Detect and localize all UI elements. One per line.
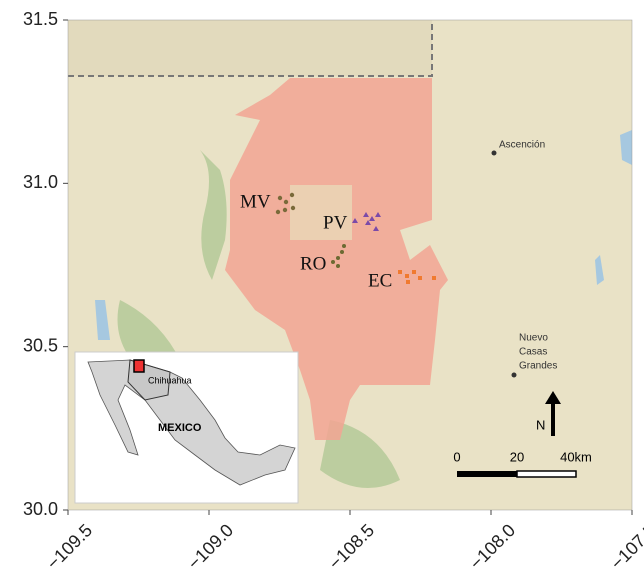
map-figure: MV PV RO EC Ascención Nuevo Casas Grande… (0, 0, 644, 581)
y-tick-label: 31.5 (23, 9, 58, 29)
scale-segment (517, 471, 576, 477)
place-label: Nuevo (519, 333, 548, 344)
city-dot (512, 373, 517, 378)
x-tick-label: −109.0 (184, 520, 237, 573)
site-label: EC (368, 270, 392, 291)
place-label: Grandes (519, 361, 557, 372)
scale-segment (457, 471, 517, 477)
study-locator (134, 360, 144, 372)
y-tick-label: 30.5 (23, 335, 58, 355)
north-label: N (536, 417, 545, 432)
y-tick-label: 30.0 (23, 499, 58, 519)
scale-label: 40km (560, 449, 592, 464)
y-tick-label: 31.0 (23, 172, 58, 192)
state-label: Chihuahua (148, 375, 192, 385)
x-tick-label: −108.0 (466, 520, 519, 573)
x-tick-label: −107.5 (607, 520, 644, 573)
place-label: Casas (519, 347, 547, 358)
us-area (68, 20, 432, 76)
scale-label: 0 (453, 449, 460, 464)
site-label: MV (240, 191, 271, 212)
x-tick-label: −108.5 (325, 520, 378, 573)
inset: Chihuahua MEXICO (75, 352, 298, 503)
place-label: Ascención (499, 140, 545, 151)
site-label: PV (323, 212, 348, 233)
site-label: RO (300, 253, 326, 274)
scale-label: 20 (510, 449, 524, 464)
city-dot (492, 151, 497, 156)
country-label: MEXICO (158, 422, 202, 434)
x-tick-label: −109.5 (43, 520, 96, 573)
